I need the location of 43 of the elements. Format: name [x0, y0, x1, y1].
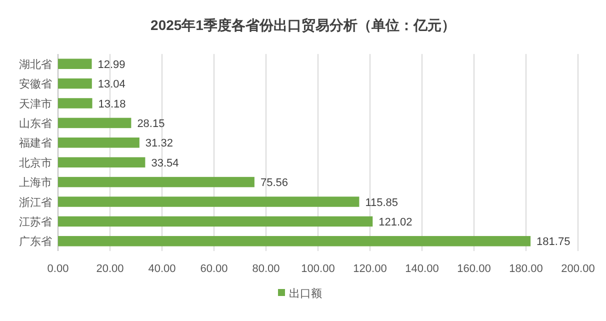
y-tick-label: 安徽省 — [19, 78, 52, 91]
bar — [58, 118, 132, 128]
bar — [58, 196, 360, 207]
data-label: 33.54 — [151, 157, 179, 170]
bar — [58, 138, 140, 148]
x-tick-label: 100.00 — [301, 263, 335, 275]
x-tick-label: 40.00 — [148, 263, 176, 275]
data-label: 28.15 — [137, 118, 165, 130]
data-label: 12.99 — [98, 58, 126, 71]
y-tick-label: 江苏省 — [19, 215, 52, 228]
data-label: 13.04 — [98, 78, 126, 91]
x-tick-label: 180.00 — [509, 263, 543, 275]
y-tick-label: 天津市 — [19, 97, 52, 110]
bar — [58, 157, 146, 168]
y-tick-label: 山东省 — [19, 116, 52, 130]
legend-label: 出口额 — [289, 287, 322, 300]
x-tick-label: 200.00 — [561, 263, 595, 275]
bar — [58, 98, 92, 108]
x-tick-label: 80.00 — [252, 263, 280, 275]
y-tick-label: 浙江省 — [19, 196, 52, 209]
y-tick-label: 湖北省 — [19, 58, 52, 71]
bar — [58, 236, 531, 246]
data-label: 13.18 — [98, 98, 126, 110]
y-tick-label: 福建省 — [19, 136, 52, 150]
bar — [58, 216, 373, 227]
y-tick-label: 北京市 — [19, 156, 52, 170]
data-label: 31.32 — [145, 138, 173, 150]
y-tick-label: 广东省 — [19, 235, 52, 248]
bar — [58, 58, 92, 69]
x-tick-label: 20.00 — [96, 263, 124, 275]
bar — [58, 78, 92, 89]
x-tick-label: 0.00 — [47, 263, 69, 275]
x-tick-label: 120.00 — [353, 263, 387, 275]
bar — [58, 176, 254, 188]
x-tick-label: 60.00 — [200, 263, 228, 275]
data-label: 115.85 — [365, 196, 398, 209]
data-label: 181.75 — [536, 236, 570, 248]
chart-title: 2025年1季度各省份出口贸易分析（单位：亿元） — [150, 17, 456, 33]
data-label: 121.02 — [378, 216, 412, 228]
x-tick-label: 160.00 — [457, 263, 491, 275]
data-label: 75.56 — [260, 177, 288, 190]
x-tick-label: 140.00 — [405, 263, 439, 275]
y-tick-label: 上海市 — [19, 176, 52, 190]
